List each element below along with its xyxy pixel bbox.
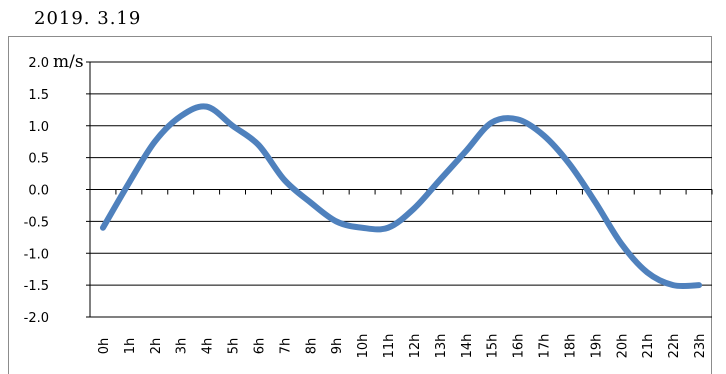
data-point [360,226,364,230]
data-point [179,114,183,118]
x-tick-label: 20h [615,334,630,359]
x-tick-label: 18h [563,334,578,359]
data-point [542,133,546,137]
date-caption: 2019. 3.19 [34,8,142,29]
x-tick-label: 9h [330,338,345,355]
x-tick-label: 5h [227,338,242,355]
data-point [153,140,157,144]
data-point [412,207,416,211]
x-tick-label: 6h [252,338,267,355]
x-tick-label: 8h [304,338,319,355]
data-point [101,226,105,230]
data-point [697,283,701,287]
y-tick-label: -2.0 [24,311,49,326]
data-point [308,200,312,204]
x-tick-label: 15h [486,334,501,359]
data-point [438,178,442,182]
x-tick-label: 22h [667,334,682,359]
data-point [490,121,494,125]
data-point [231,124,235,128]
y-tick-label: -1.5 [24,279,49,294]
data-point [282,178,286,182]
y-tick-label: 2.0 [28,56,49,71]
data-point [386,226,390,230]
x-tick-label: 11h [382,334,397,359]
y-axis-unit: m/s [53,52,84,72]
y-tick-label: 0.5 [28,152,49,167]
x-tick-label: 1h [123,338,138,355]
data-point [256,143,260,147]
y-tick-label: -1.0 [24,247,49,262]
x-tick-label: 16h [512,334,527,359]
y-tick-label: 1.0 [28,120,49,135]
data-point [593,200,597,204]
series-line [99,103,703,290]
data-point [205,105,209,109]
data-point [516,117,520,121]
data-point [671,283,675,287]
x-tick-label: 10h [356,334,371,359]
x-tick-label: 4h [201,338,216,355]
data-point [464,149,468,153]
data-point [619,242,623,246]
y-tick-label: -0.5 [24,215,49,230]
x-tick-label: 3h [175,338,190,355]
x-tick-label: 17h [538,334,553,359]
x-tick-label: 0h [97,338,112,355]
x-tick-label: 12h [408,334,423,359]
x-tick-label: 23h [693,334,708,359]
x-tick-label: 19h [589,334,604,359]
data-point [567,162,571,166]
x-tick-label: 21h [641,334,656,359]
y-tick-label: 1.5 [28,88,49,103]
data-point [127,181,131,185]
y-tick-label: 0.0 [28,184,49,199]
x-tick-label: 14h [460,334,475,359]
x-tick-label: 2h [149,338,164,355]
x-tick-label: 7h [278,338,293,355]
data-point [334,219,338,223]
data-point [645,270,649,274]
x-tick-label: 13h [434,334,449,359]
